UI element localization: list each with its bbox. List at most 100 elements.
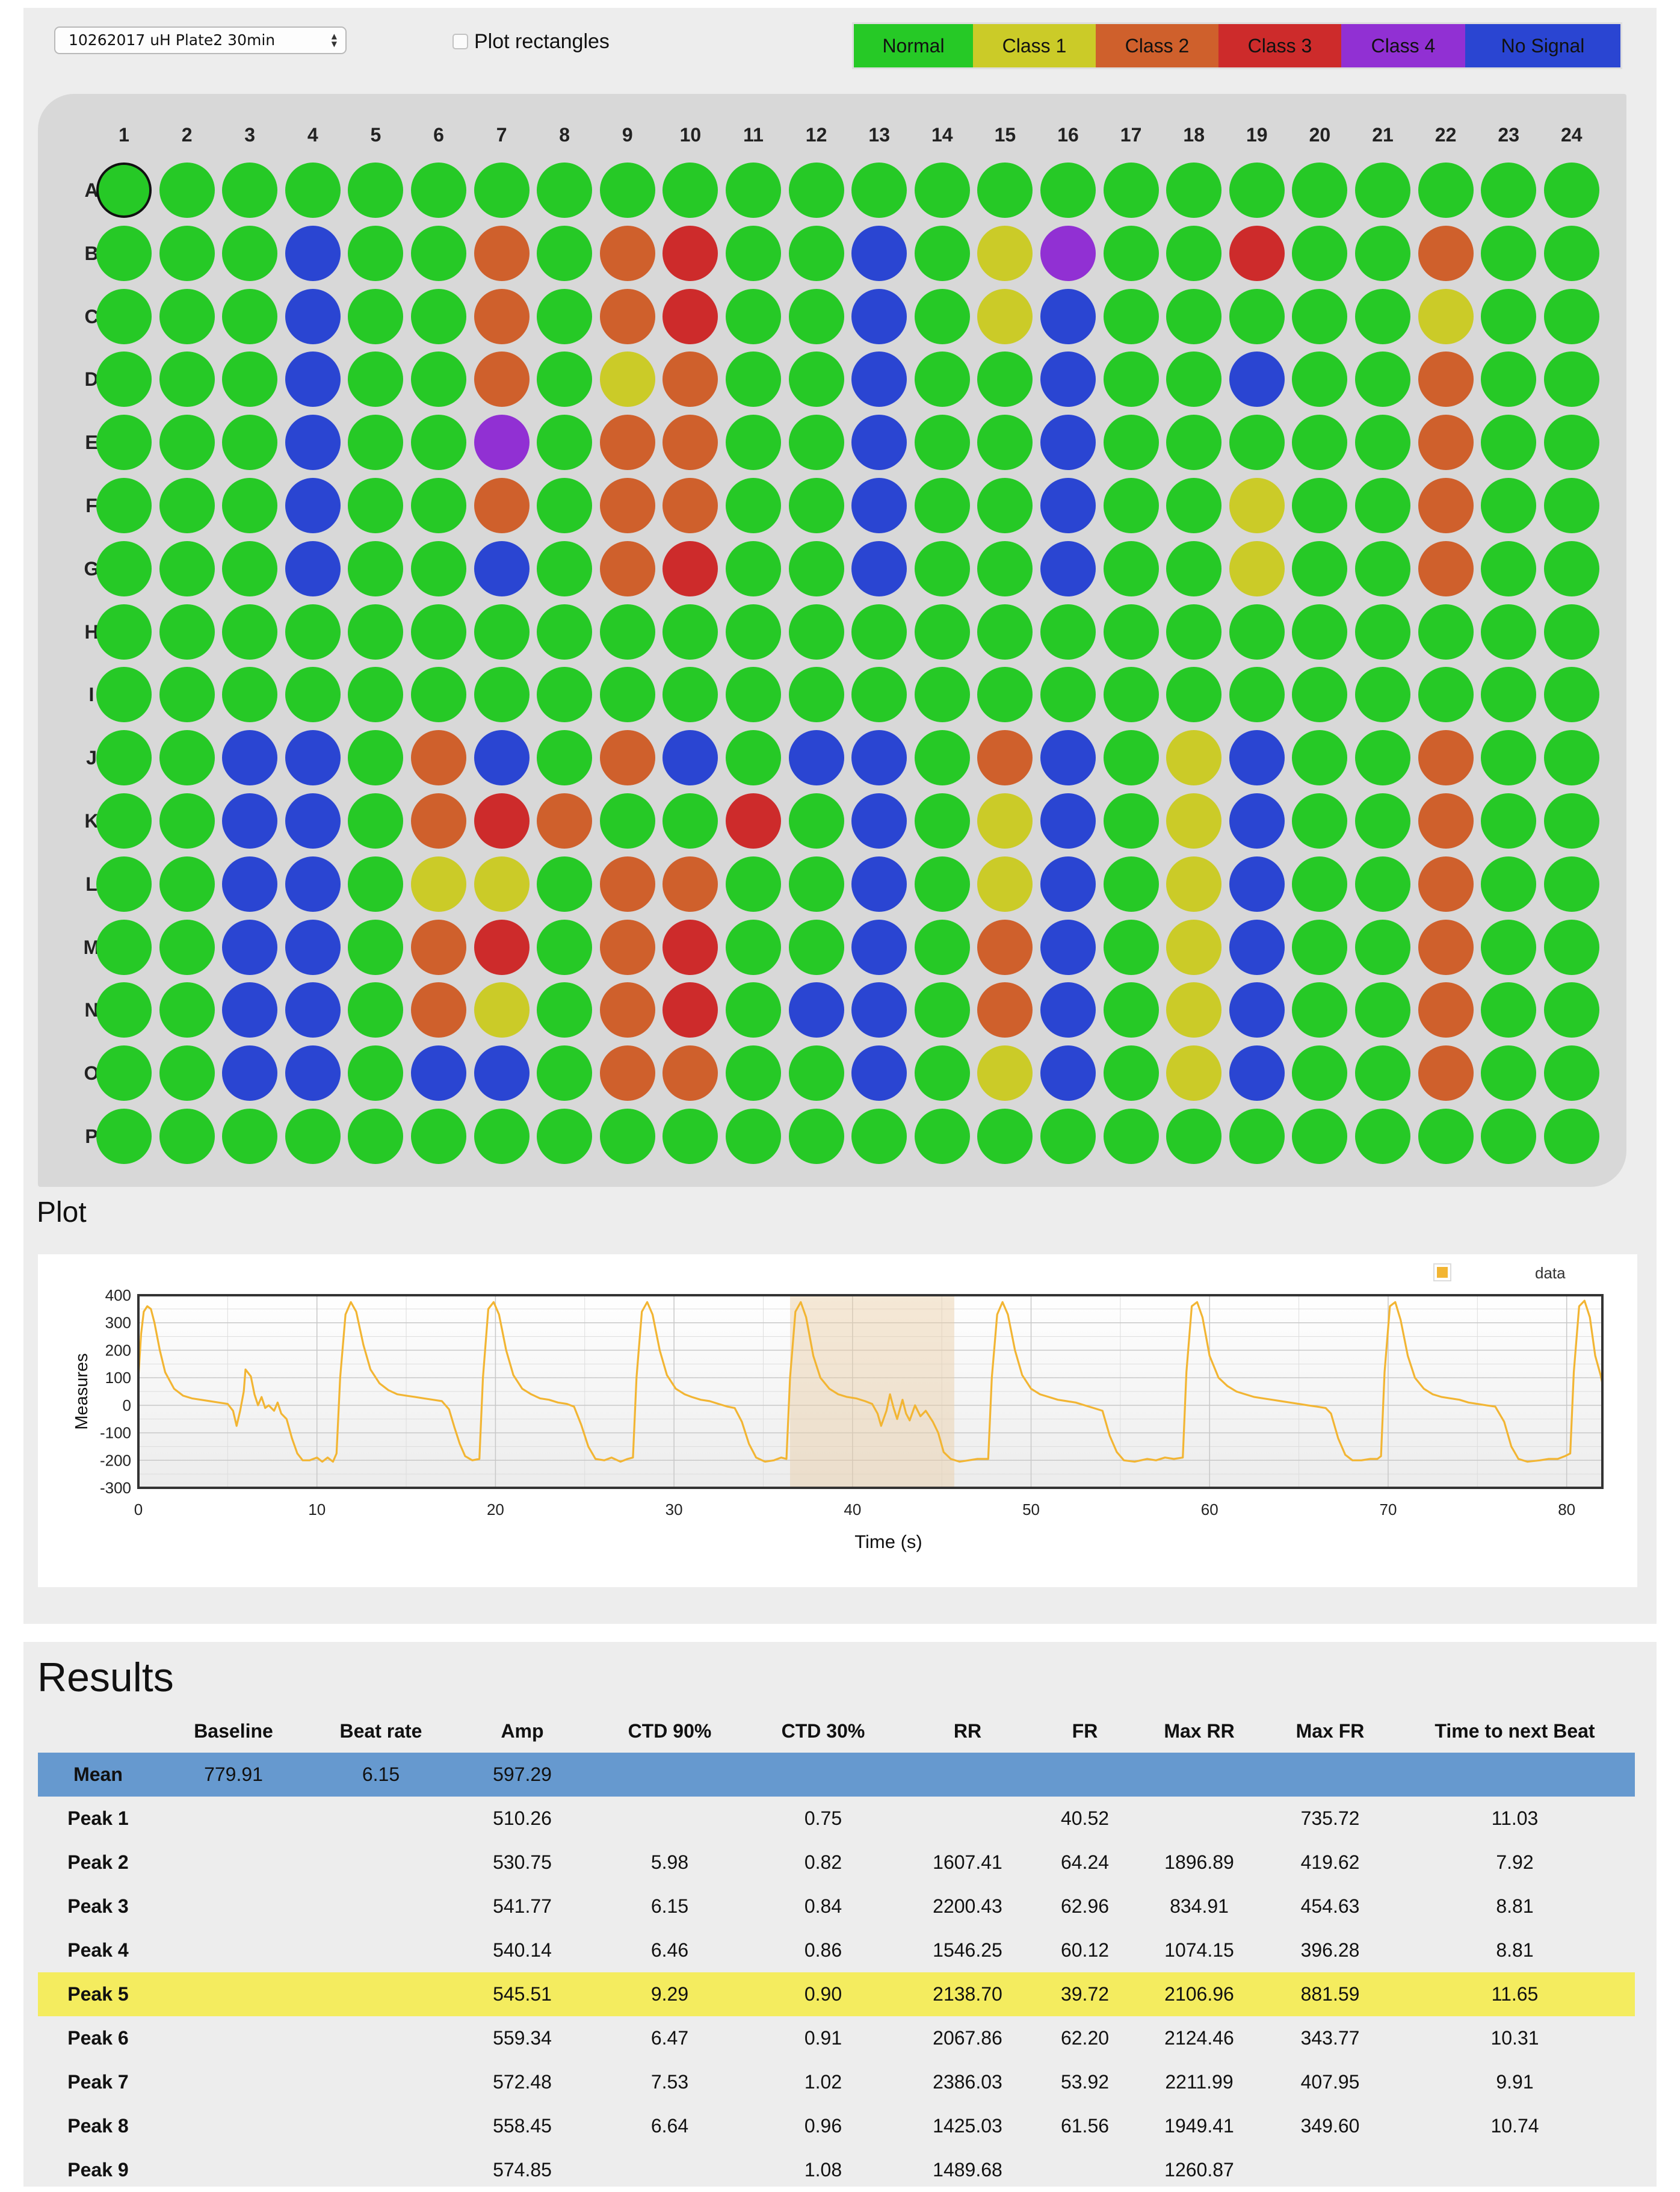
well-O11[interactable] xyxy=(726,1045,781,1101)
well-K12[interactable] xyxy=(788,793,844,849)
well-N8[interactable] xyxy=(537,982,593,1038)
well-E2[interactable] xyxy=(159,415,215,471)
well-N17[interactable] xyxy=(1103,982,1159,1038)
well-N2[interactable] xyxy=(159,982,215,1038)
well-N5[interactable] xyxy=(348,982,404,1038)
well-G18[interactable] xyxy=(1166,540,1222,596)
well-G15[interactable] xyxy=(977,540,1033,596)
well-A21[interactable] xyxy=(1355,163,1410,218)
well-A17[interactable] xyxy=(1103,163,1159,218)
well-K8[interactable] xyxy=(537,793,593,849)
well-I3[interactable] xyxy=(222,667,278,723)
well-D3[interactable] xyxy=(222,351,278,407)
well-D5[interactable] xyxy=(348,351,404,407)
well-C24[interactable] xyxy=(1543,288,1599,344)
well-A2[interactable] xyxy=(159,163,215,218)
well-P20[interactable] xyxy=(1292,1109,1348,1164)
well-B13[interactable] xyxy=(851,225,907,281)
well-H5[interactable] xyxy=(348,604,404,660)
well-C14[interactable] xyxy=(914,288,970,344)
well-I23[interactable] xyxy=(1481,667,1537,723)
well-G22[interactable] xyxy=(1418,540,1474,596)
well-J16[interactable] xyxy=(1040,730,1096,786)
selected-peak-region[interactable] xyxy=(789,1295,954,1488)
well-P18[interactable] xyxy=(1166,1109,1222,1164)
well-A12[interactable] xyxy=(788,163,844,218)
well-K18[interactable] xyxy=(1166,793,1222,849)
well-K1[interactable] xyxy=(96,793,152,849)
well-E21[interactable] xyxy=(1355,415,1410,471)
well-O19[interactable] xyxy=(1229,1045,1285,1101)
well-G17[interactable] xyxy=(1103,540,1159,596)
well-B5[interactable] xyxy=(348,225,404,281)
well-O7[interactable] xyxy=(474,1045,530,1101)
well-E18[interactable] xyxy=(1166,415,1222,471)
well-J14[interactable] xyxy=(914,730,970,786)
well-F3[interactable] xyxy=(222,478,278,533)
well-K14[interactable] xyxy=(914,793,970,849)
well-D23[interactable] xyxy=(1481,351,1537,407)
well-P15[interactable] xyxy=(977,1109,1033,1164)
well-J2[interactable] xyxy=(159,730,215,786)
well-E6[interactable] xyxy=(411,415,466,471)
well-F7[interactable] xyxy=(474,478,530,533)
well-I19[interactable] xyxy=(1229,667,1285,723)
plot-rectangles-checkbox[interactable] xyxy=(452,34,468,49)
well-F9[interactable] xyxy=(599,478,655,533)
well-O20[interactable] xyxy=(1292,1045,1348,1101)
well-F23[interactable] xyxy=(1481,478,1537,533)
well-N19[interactable] xyxy=(1229,982,1285,1038)
well-E22[interactable] xyxy=(1418,415,1474,471)
well-G14[interactable] xyxy=(914,540,970,596)
column-header[interactable]: RR xyxy=(953,1720,982,1742)
well-C16[interactable] xyxy=(1040,288,1096,344)
well-J20[interactable] xyxy=(1292,730,1348,786)
well-L1[interactable] xyxy=(96,856,152,912)
well-F14[interactable] xyxy=(914,478,970,533)
well-O2[interactable] xyxy=(159,1045,215,1101)
well-L7[interactable] xyxy=(474,856,530,912)
well-O5[interactable] xyxy=(348,1045,404,1101)
well-H22[interactable] xyxy=(1418,604,1474,660)
well-G10[interactable] xyxy=(662,540,718,596)
well-K21[interactable] xyxy=(1355,793,1410,849)
well-B8[interactable] xyxy=(537,225,593,281)
well-M18[interactable] xyxy=(1166,919,1222,975)
well-J4[interactable] xyxy=(285,730,341,786)
well-B2[interactable] xyxy=(159,225,215,281)
well-L11[interactable] xyxy=(726,856,781,912)
well-D4[interactable] xyxy=(285,351,341,407)
well-K13[interactable] xyxy=(851,793,907,849)
well-L10[interactable] xyxy=(662,856,718,912)
well-B7[interactable] xyxy=(474,225,530,281)
well-I15[interactable] xyxy=(977,667,1033,723)
well-L20[interactable] xyxy=(1292,856,1348,912)
well-A20[interactable] xyxy=(1292,163,1348,218)
well-M24[interactable] xyxy=(1543,919,1599,975)
well-I1[interactable] xyxy=(96,667,152,723)
well-M9[interactable] xyxy=(599,919,655,975)
well-B11[interactable] xyxy=(726,225,781,281)
well-C23[interactable] xyxy=(1481,288,1537,344)
well-B16[interactable] xyxy=(1040,225,1096,281)
column-header[interactable]: Baseline xyxy=(194,1720,273,1742)
well-M10[interactable] xyxy=(662,919,718,975)
well-D12[interactable] xyxy=(788,351,844,407)
well-J13[interactable] xyxy=(851,730,907,786)
well-L21[interactable] xyxy=(1355,856,1410,912)
well-J22[interactable] xyxy=(1418,730,1474,786)
well-G2[interactable] xyxy=(159,540,215,596)
column-header[interactable]: Max RR xyxy=(1164,1720,1235,1742)
well-L6[interactable] xyxy=(411,856,466,912)
well-K24[interactable] xyxy=(1543,793,1599,849)
well-N13[interactable] xyxy=(851,982,907,1038)
well-K17[interactable] xyxy=(1103,793,1159,849)
well-I13[interactable] xyxy=(851,667,907,723)
well-H15[interactable] xyxy=(977,604,1033,660)
well-O6[interactable] xyxy=(411,1045,466,1101)
well-I7[interactable] xyxy=(474,667,530,723)
well-N3[interactable] xyxy=(222,982,278,1038)
well-L17[interactable] xyxy=(1103,856,1159,912)
well-K6[interactable] xyxy=(411,793,466,849)
well-M22[interactable] xyxy=(1418,919,1474,975)
